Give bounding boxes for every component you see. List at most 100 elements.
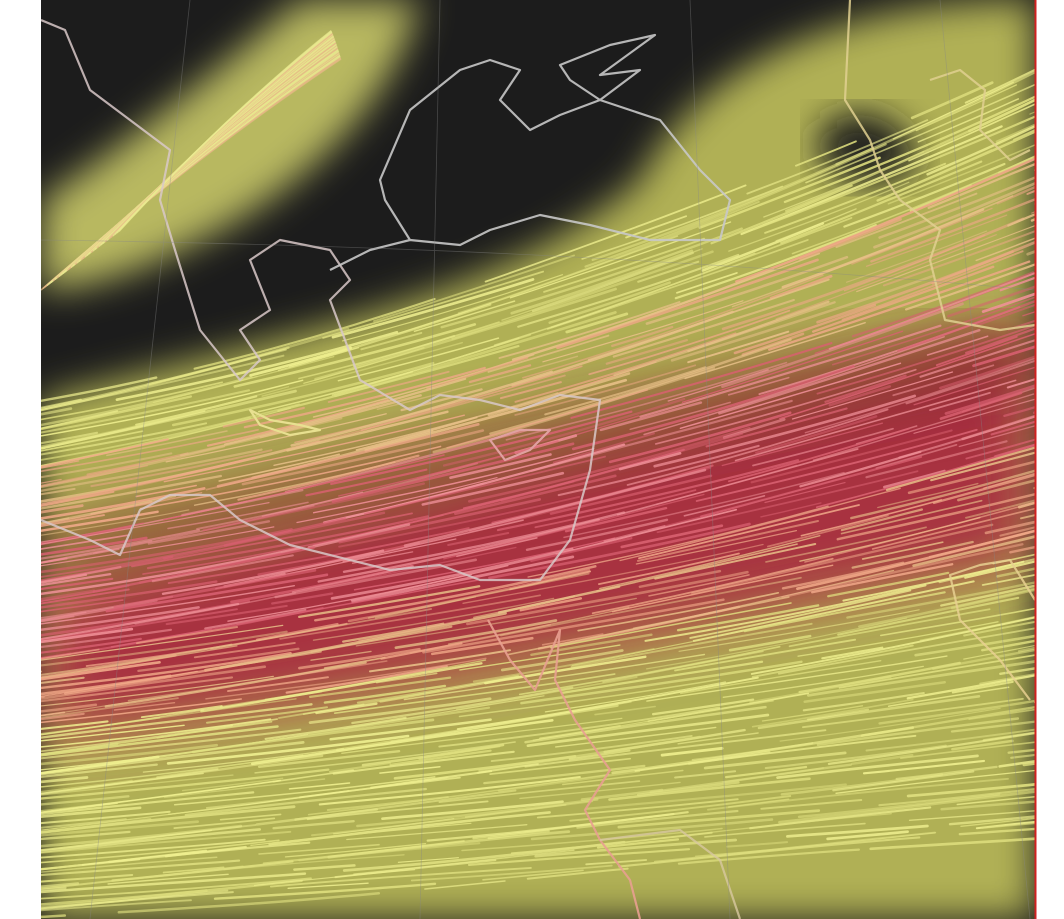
streamline [555, 508, 738, 555]
streamline [204, 608, 307, 630]
streamline [564, 506, 668, 533]
streamline [1040, 0, 1064, 60]
streamline [765, 526, 927, 563]
streamline [483, 764, 646, 785]
streamline [306, 800, 489, 821]
streamline [467, 426, 751, 503]
streamline [305, 468, 428, 497]
streamline [932, 473, 1035, 505]
streamline [542, 300, 744, 363]
streamline [41, 725, 279, 757]
streamline [142, 747, 345, 773]
streamline [272, 820, 355, 830]
streamline [278, 689, 440, 719]
streamline [654, 543, 817, 580]
streamline [41, 354, 285, 412]
streamline [456, 537, 538, 558]
streamline [755, 415, 878, 454]
streamline [824, 374, 907, 403]
streamline [498, 301, 681, 359]
streamline [750, 429, 953, 484]
streamline [957, 479, 1035, 502]
streamline [500, 649, 624, 672]
streamline [41, 720, 273, 756]
streamline [931, 250, 1014, 285]
streamline [519, 781, 681, 800]
streamline [776, 754, 979, 779]
streamline [453, 474, 617, 516]
streamline [351, 551, 414, 564]
streamline [812, 393, 1035, 461]
streamline [811, 563, 954, 594]
streamline [41, 741, 305, 776]
streamline [743, 591, 946, 633]
streamline [964, 68, 1035, 104]
streamline [780, 773, 944, 796]
streamline [840, 499, 983, 535]
streamline [676, 604, 820, 632]
streamline [816, 717, 1020, 746]
streamline [692, 580, 975, 642]
streamline [999, 276, 1035, 292]
streamline [906, 674, 1035, 700]
streamline [41, 526, 275, 567]
streamline [596, 543, 798, 592]
streamline [961, 414, 1035, 441]
streamline [721, 302, 964, 389]
streamline [135, 484, 197, 498]
streamline [556, 258, 819, 350]
streamline [878, 176, 1035, 239]
streamline [210, 608, 433, 650]
streamline [619, 487, 901, 562]
streamline [107, 873, 229, 885]
streamline [727, 376, 790, 396]
streamline [90, 449, 273, 488]
streamline [41, 670, 43, 673]
streamline [1032, 411, 1035, 415]
streamline [41, 510, 159, 533]
streamline [599, 401, 703, 432]
streamline [654, 368, 917, 445]
streamline [838, 654, 1035, 689]
streamline [213, 882, 437, 900]
streamline [219, 689, 323, 709]
streamline [728, 634, 812, 652]
streamline [602, 650, 764, 683]
streamline [531, 251, 694, 313]
streamline [41, 779, 133, 793]
streamline [836, 492, 1035, 541]
streamline [487, 829, 550, 840]
streamline [653, 394, 917, 468]
streamline [584, 783, 847, 811]
streamline [137, 647, 300, 673]
streamline [487, 334, 610, 373]
streamline [338, 495, 581, 548]
streamline [286, 410, 449, 452]
streamline [472, 812, 675, 840]
streamline [314, 565, 597, 622]
streamline [418, 745, 501, 760]
streamline [660, 746, 724, 757]
streamline [41, 772, 204, 795]
streamline [307, 523, 411, 549]
streamline [939, 391, 1023, 420]
streamline [616, 448, 859, 516]
streamline [298, 776, 461, 799]
streamline [41, 863, 83, 871]
streamline [718, 329, 981, 415]
streamline [41, 891, 234, 910]
streamline [851, 540, 974, 569]
streamline [733, 303, 877, 355]
streamline [882, 230, 1035, 287]
streamline [968, 708, 1035, 721]
streamline [681, 330, 904, 403]
streamline [876, 130, 1035, 202]
streamline [1034, 203, 1035, 205]
streamline [41, 882, 80, 889]
streamline [41, 534, 130, 550]
streamline [422, 598, 725, 654]
streamline [796, 529, 1035, 591]
streamline [264, 716, 407, 740]
coastlines [41, 0, 1035, 919]
streamline [466, 570, 749, 626]
